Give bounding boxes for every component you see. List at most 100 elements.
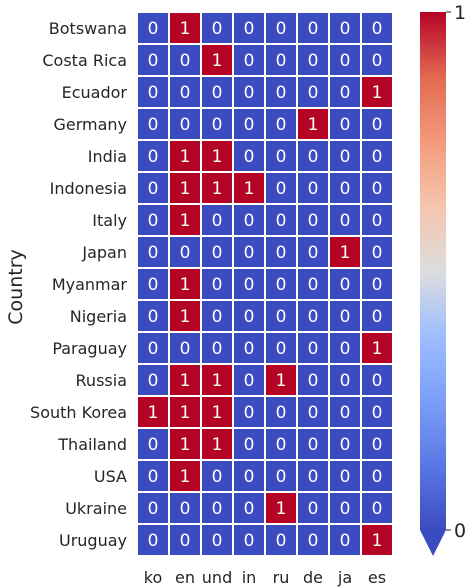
cell-value-label: 0 <box>148 211 159 231</box>
cell-value-label: 0 <box>244 339 255 359</box>
cell-value-label: 0 <box>372 51 383 71</box>
cell-value-label: 0 <box>276 275 287 295</box>
cell-value-label: 0 <box>276 435 287 455</box>
cell-value-label: 0 <box>180 83 191 103</box>
cell-value-label: 1 <box>180 371 191 391</box>
cell-value-label: 1 <box>180 275 191 295</box>
cell-value-label: 0 <box>244 19 255 39</box>
cell-value-label: 0 <box>372 499 383 519</box>
cell-value-label: 1 <box>180 147 191 167</box>
cell-value-label: 1 <box>212 403 223 423</box>
cell-value-label: 0 <box>244 499 255 519</box>
cell-value-label: 0 <box>180 115 191 135</box>
cell-value-label: 1 <box>180 403 191 423</box>
cell-value-label: 0 <box>276 531 287 551</box>
cell-value-label: 1 <box>276 371 287 391</box>
cell-value-label: 0 <box>244 83 255 103</box>
cell-value-label: 0 <box>276 243 287 263</box>
cell-value-label: 0 <box>148 275 159 295</box>
cell-value-label: 1 <box>308 115 319 135</box>
cell-value-label: 1 <box>372 339 383 359</box>
cell-value-label: 1 <box>340 243 351 263</box>
cell-value-label: 0 <box>212 211 223 231</box>
column-tick-labels: ko en und in ru de ja es <box>144 568 386 587</box>
cell-value-label: 0 <box>212 275 223 295</box>
cell-value-label: 0 <box>180 499 191 519</box>
row-tick-label: Indonesia <box>50 179 127 198</box>
cell-value-label: 1 <box>180 307 191 327</box>
cell-value-label: 0 <box>308 275 319 295</box>
cell-value-label: 1 <box>180 19 191 39</box>
row-tick-label: Paraguay <box>52 339 127 358</box>
cell-value-label: 0 <box>308 339 319 359</box>
row-tick-label: Italy <box>92 211 127 230</box>
cell-value-label: 1 <box>212 435 223 455</box>
cell-value-label: 1 <box>148 403 159 423</box>
cell-value-label: 0 <box>180 531 191 551</box>
cell-value-label: 0 <box>372 371 383 391</box>
column-tick-label: ko <box>144 568 162 587</box>
colorbar-gradient <box>420 12 446 530</box>
cell-value-label: 0 <box>372 147 383 167</box>
cell-value-label: 0 <box>244 531 255 551</box>
colorbar-tick-label: 0 <box>454 520 466 542</box>
cell-value-label: 0 <box>276 147 287 167</box>
cell-value-label: 1 <box>212 179 223 199</box>
cell-value-label: 1 <box>276 499 287 519</box>
cell-value-label: 0 <box>372 275 383 295</box>
row-tick-label: Uruguay <box>59 531 127 550</box>
column-tick-label: en <box>175 568 195 587</box>
row-tick-label: Nigeria <box>70 307 127 326</box>
cell-value-label: 0 <box>244 467 255 487</box>
cell-value-label: 1 <box>180 179 191 199</box>
cell-value-label: 0 <box>308 371 319 391</box>
cell-value-label: 0 <box>340 83 351 103</box>
cell-value-label: 0 <box>212 339 223 359</box>
cell-value-label: 0 <box>148 435 159 455</box>
cell-value-label: 0 <box>276 51 287 71</box>
cell-value-label: 0 <box>148 339 159 359</box>
cell-value-label: 0 <box>148 19 159 39</box>
cell-value-label: 0 <box>372 243 383 263</box>
cell-value-label: 0 <box>308 147 319 167</box>
colorbar-ticks: 01 <box>446 2 466 542</box>
cell-value-label: 0 <box>244 307 255 327</box>
row-tick-label: South Korea <box>30 403 127 422</box>
cell-value-label: 0 <box>308 19 319 39</box>
cell-value-label: 0 <box>276 115 287 135</box>
y-axis-label: Country <box>5 249 27 324</box>
cell-value-label: 0 <box>148 499 159 519</box>
cell-value-label: 0 <box>148 371 159 391</box>
cell-value-label: 0 <box>276 307 287 327</box>
cell-value-label: 0 <box>340 307 351 327</box>
cell-value-label: 0 <box>148 115 159 135</box>
cell-value-label: 0 <box>340 115 351 135</box>
column-tick-label: und <box>202 568 232 587</box>
row-tick-label: Myanmar <box>52 275 128 294</box>
row-tick-label: Thailand <box>57 435 127 454</box>
cell-value-label: 0 <box>308 51 319 71</box>
cell-value-label: 0 <box>148 243 159 263</box>
cell-value-label: 0 <box>148 83 159 103</box>
cell-value-label: 0 <box>244 115 255 135</box>
colorbar: 01 <box>420 2 466 556</box>
cell-value-label: 0 <box>212 83 223 103</box>
cell-value-label: 0 <box>276 179 287 199</box>
cell-value-label: 0 <box>372 467 383 487</box>
cell-value-label: 0 <box>340 275 351 295</box>
row-tick-label: Ukraine <box>65 499 127 518</box>
cell-value-label: 0 <box>212 307 223 327</box>
row-tick-labels: Botswana Costa Rica Ecuador Germany India Ind… <box>30 19 127 550</box>
cell-value-label: 0 <box>308 243 319 263</box>
row-tick-label: Japan <box>81 243 127 262</box>
colorbar-extend-triangle <box>420 530 446 556</box>
cell-value-label: 0 <box>244 211 255 231</box>
cell-value-label: 0 <box>340 211 351 231</box>
cell-value-label: 0 <box>276 83 287 103</box>
row-tick-label: Germany <box>53 115 127 134</box>
column-tick-label: in <box>242 568 257 587</box>
cell-value-label: 0 <box>276 19 287 39</box>
cell-value-label: 0 <box>212 467 223 487</box>
cell-value-label: 0 <box>372 307 383 327</box>
cell-value-label: 0 <box>244 51 255 71</box>
